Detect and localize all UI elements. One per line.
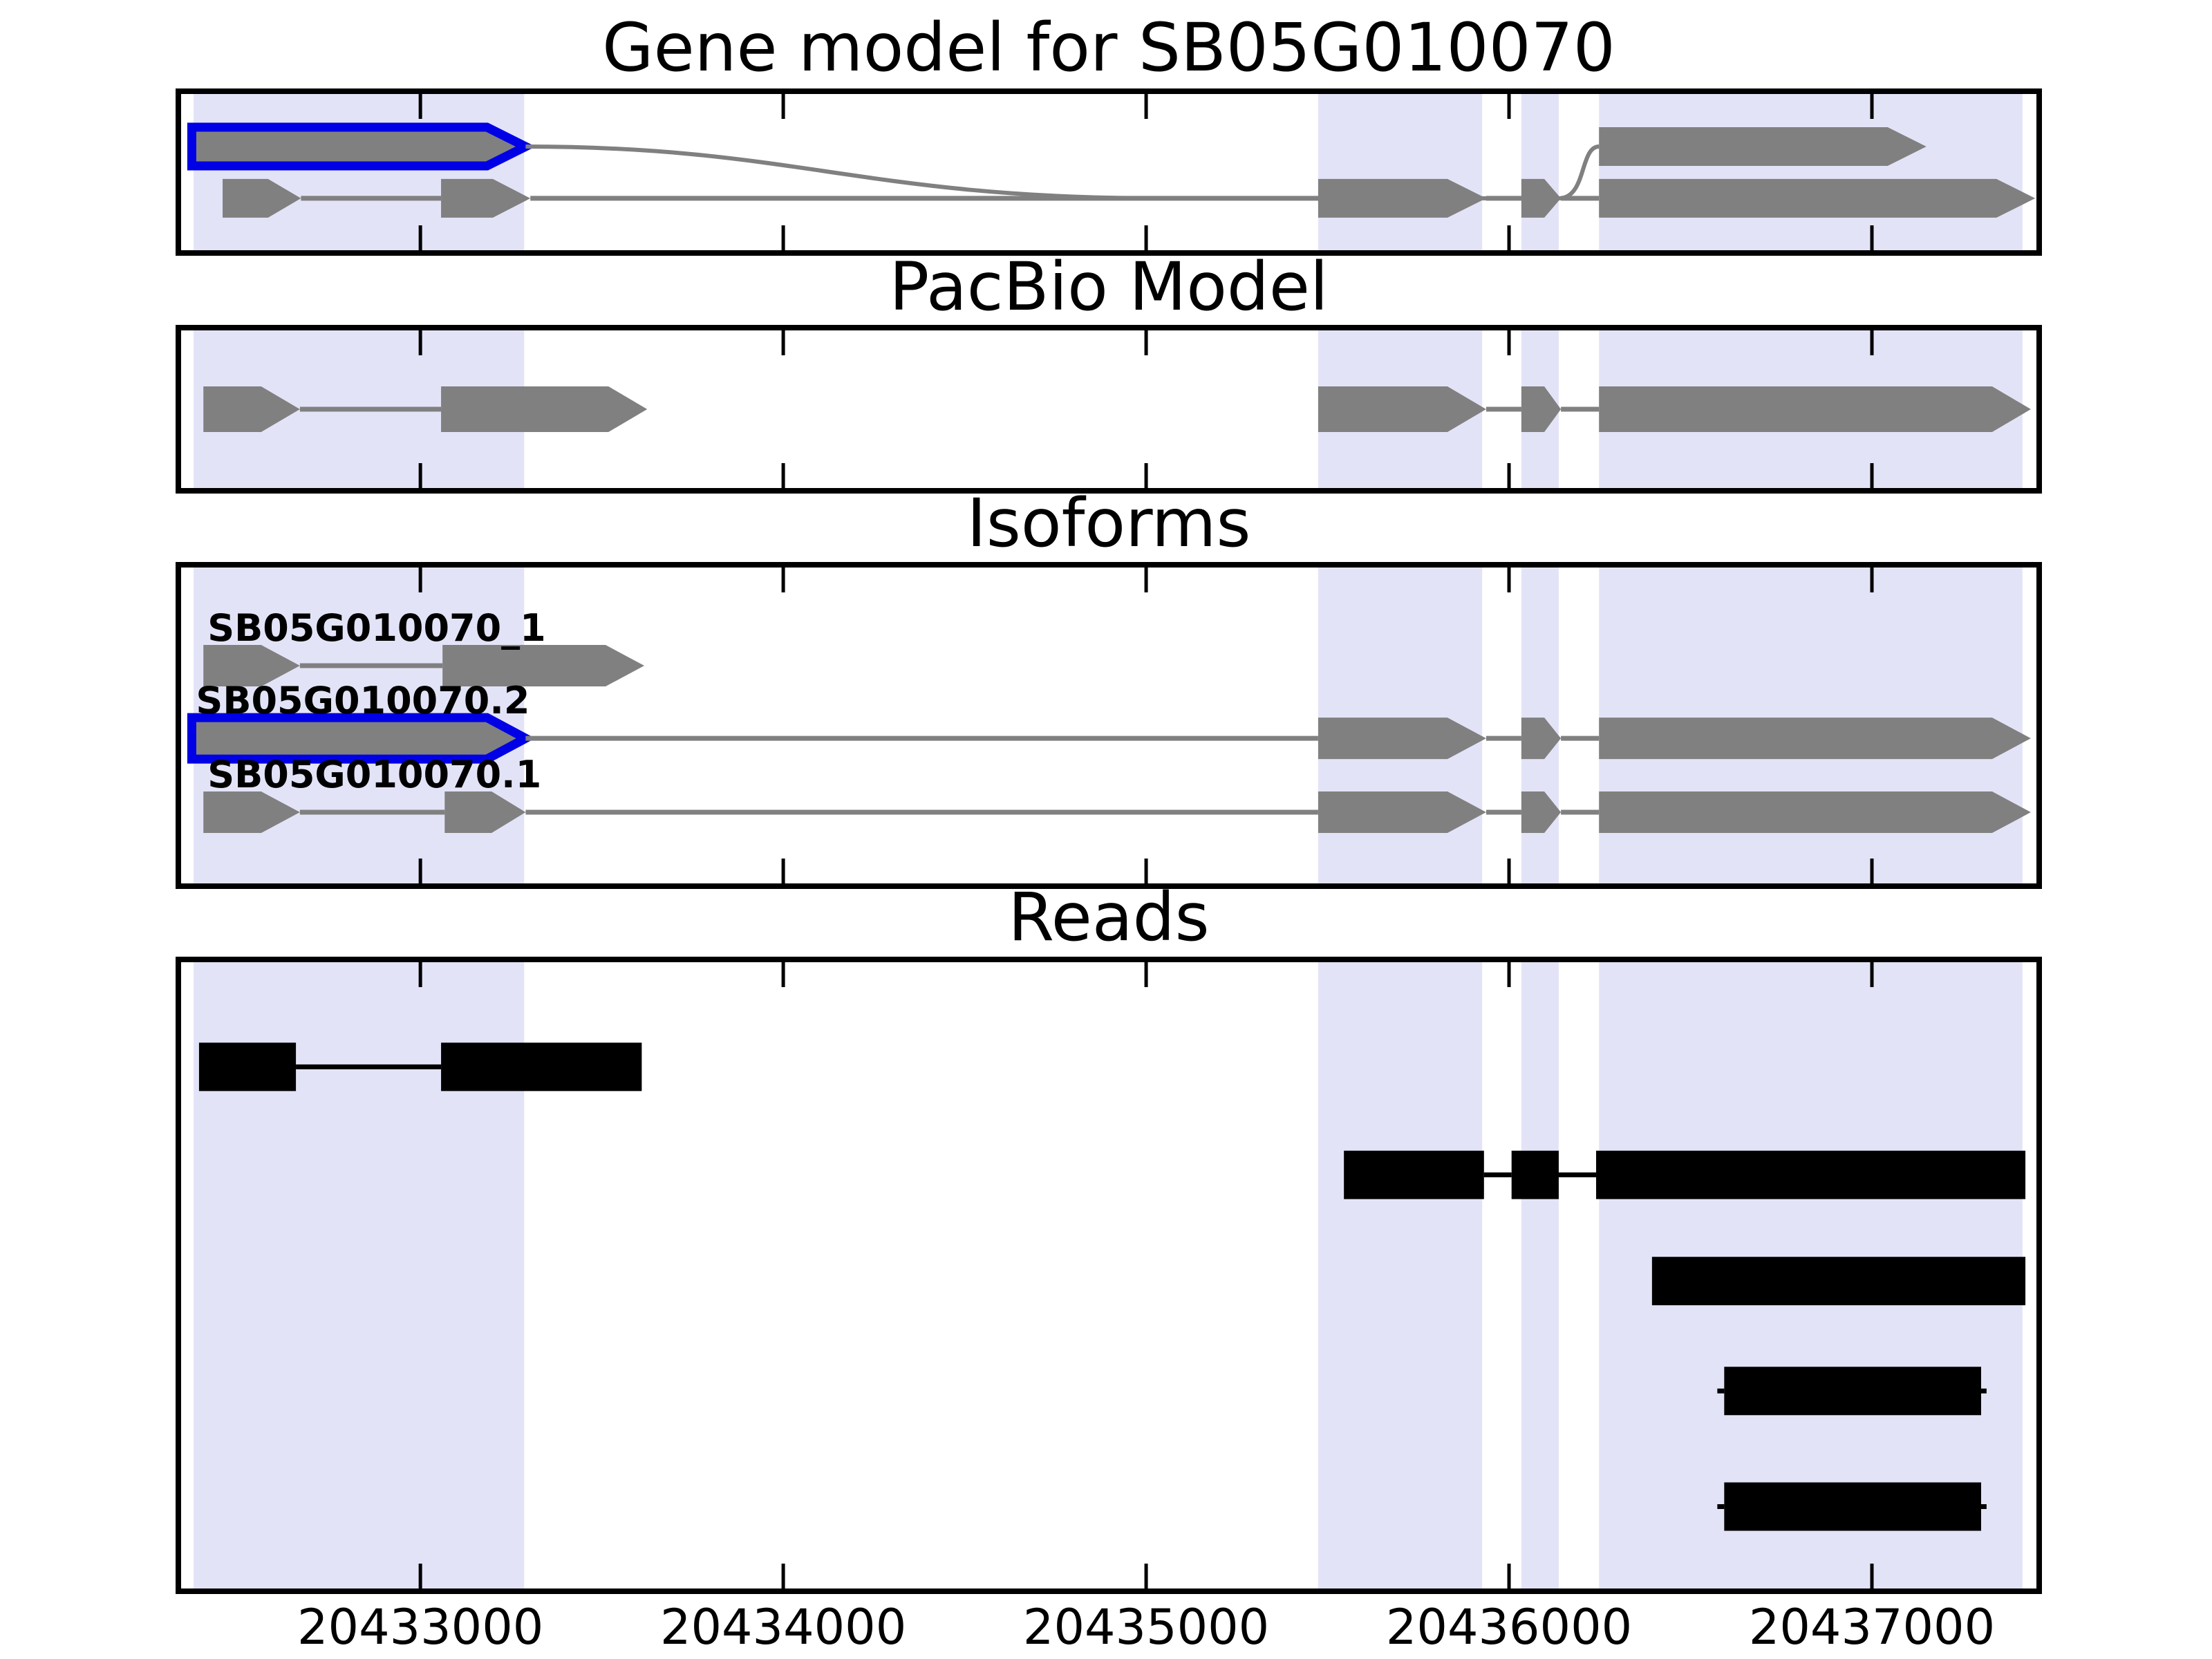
track-row [1344,1150,2026,1199]
isoform-label: SB05G010070.1 [207,753,541,796]
exon-arrow [444,791,526,834]
read-block [441,1042,642,1091]
x-tick-label: 20437000 [1749,1599,1995,1656]
panel-gene_model [176,88,2042,256]
exon-arrow [442,645,645,687]
track-row [1651,1257,2026,1306]
panel-title-pacbio-model: PacBio Model [889,248,1328,326]
x-tick-label: 20433000 [297,1599,543,1656]
exon-arrow [203,791,300,834]
highlight-band-1 [1318,962,1483,1588]
exon-arrow-selected [187,122,536,171]
panel-border [176,325,2042,494]
x-tick-label: 20436000 [1386,1599,1632,1656]
exon-arrow [1599,178,2036,218]
read-block [1724,1482,1982,1531]
track-row [1717,1482,1987,1531]
track-row [1717,1367,1987,1416]
intron-curve [525,144,1600,200]
read-block [1511,1150,1559,1199]
read-block [1596,1150,2026,1199]
panel-pacbio_model [176,325,2042,494]
exon-arrow [1521,791,1562,834]
exon-arrow [1521,718,1562,760]
exon-arrow [441,386,648,432]
panel-title-reads: Reads [1008,879,1209,956]
x-tick-label: 20434000 [660,1599,906,1656]
highlight-band-0 [194,94,525,250]
read-block [1651,1257,2026,1306]
track-row: SB05G010070.1 [203,753,2031,834]
exon-arrow [1599,386,2031,432]
track-row: SB05G010070.2 [187,679,2031,764]
exon-arrow [1318,718,1486,760]
highlight-band-1 [1318,94,1483,250]
exon-arrow [1318,178,1486,218]
exon-arrow [1318,386,1486,432]
track-row [198,1042,642,1091]
track-row [223,178,2036,218]
exon-arrow [1599,791,2031,834]
track-row [187,122,1927,200]
panel-title-isoforms: Isoforms [967,485,1251,562]
exon-arrow [203,386,300,432]
x-tick-label: 20435000 [1023,1599,1269,1656]
highlight-band-2 [1521,962,1559,1588]
exon-arrow [223,178,301,218]
exon-arrow [1318,791,1486,834]
read-block [1724,1367,1982,1416]
isoform-label: SB05G010070_1 [207,606,546,650]
highlight-band-3 [1599,94,2023,250]
exon-arrow [203,645,300,687]
read-block [198,1042,297,1091]
exon-arrow [1599,718,2031,760]
exon-arrow [1521,178,1562,218]
exon-arrow-selected [187,713,536,764]
panel-border [176,88,2042,256]
exon-arrow [1521,386,1562,432]
panel-reads [176,957,2042,1594]
panel-border [176,562,2042,889]
exon-arrow [441,178,531,218]
panel-isoforms: SB05G010070_1 SB05G010070.2 SB05G010070.1 [176,562,2042,889]
panel-border [176,957,2042,1594]
isoform-label: SB05G010070.2 [196,679,529,722]
track-row: SB05G010070_1 [203,606,645,687]
read-block [1344,1150,1484,1199]
panel-title-gene-model: Gene model for SB05G010070 [602,9,1615,86]
highlight-band-2 [1521,94,1559,250]
track-row [203,386,2031,432]
exon-arrow [1599,127,1927,167]
